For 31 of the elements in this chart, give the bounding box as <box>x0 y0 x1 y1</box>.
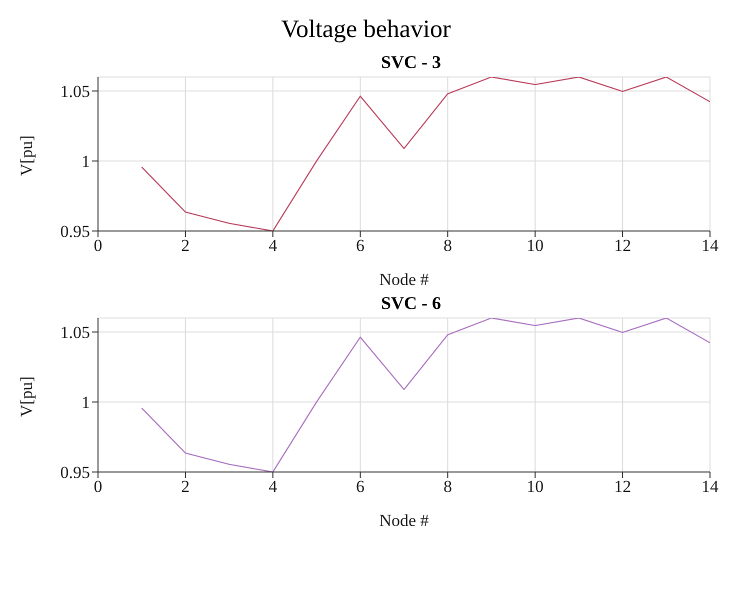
x-tick-label: 6 <box>356 477 365 496</box>
y-tick-label: 1.05 <box>60 323 90 342</box>
x-axis-title: Node # <box>379 270 430 289</box>
chart-title: Voltage behavior <box>280 15 452 45</box>
x-tick-label: 2 <box>181 477 190 496</box>
x-tick-label: 0 <box>94 236 102 256</box>
chart-subtitle: SVC - 6 <box>380 293 442 314</box>
x-axis-title: Node # <box>379 511 430 530</box>
chart-subtitle: SVC - 3 <box>380 52 442 73</box>
x-tick-label: 14 <box>702 477 719 496</box>
y-tick-label: 1 <box>82 152 90 172</box>
x-tick-label: 10 <box>526 236 544 256</box>
y-axis-title: V[pu] <box>17 135 36 176</box>
x-tick-label: 8 <box>443 236 452 256</box>
x-tick-label: 12 <box>614 236 632 256</box>
line-series <box>141 318 710 472</box>
x-tick-label: 2 <box>181 236 190 256</box>
x-tick-label: 6 <box>356 236 365 256</box>
x-tick-label: 4 <box>268 236 278 256</box>
x-tick-label: 14 <box>702 236 719 256</box>
y-axis-title: V[pu] <box>17 376 36 417</box>
y-tick-label: 0.95 <box>60 463 90 482</box>
x-tick-label: 0 <box>94 477 102 496</box>
y-tick-label: 0.95 <box>60 222 90 242</box>
y-tick-label: 1.05 <box>60 82 90 102</box>
x-tick-label: 8 <box>443 477 452 496</box>
y-tick-label: 1 <box>82 393 90 412</box>
line-series <box>141 77 710 231</box>
x-tick-label: 12 <box>614 477 632 496</box>
x-tick-label: 4 <box>268 477 278 496</box>
x-tick-label: 10 <box>526 477 544 496</box>
